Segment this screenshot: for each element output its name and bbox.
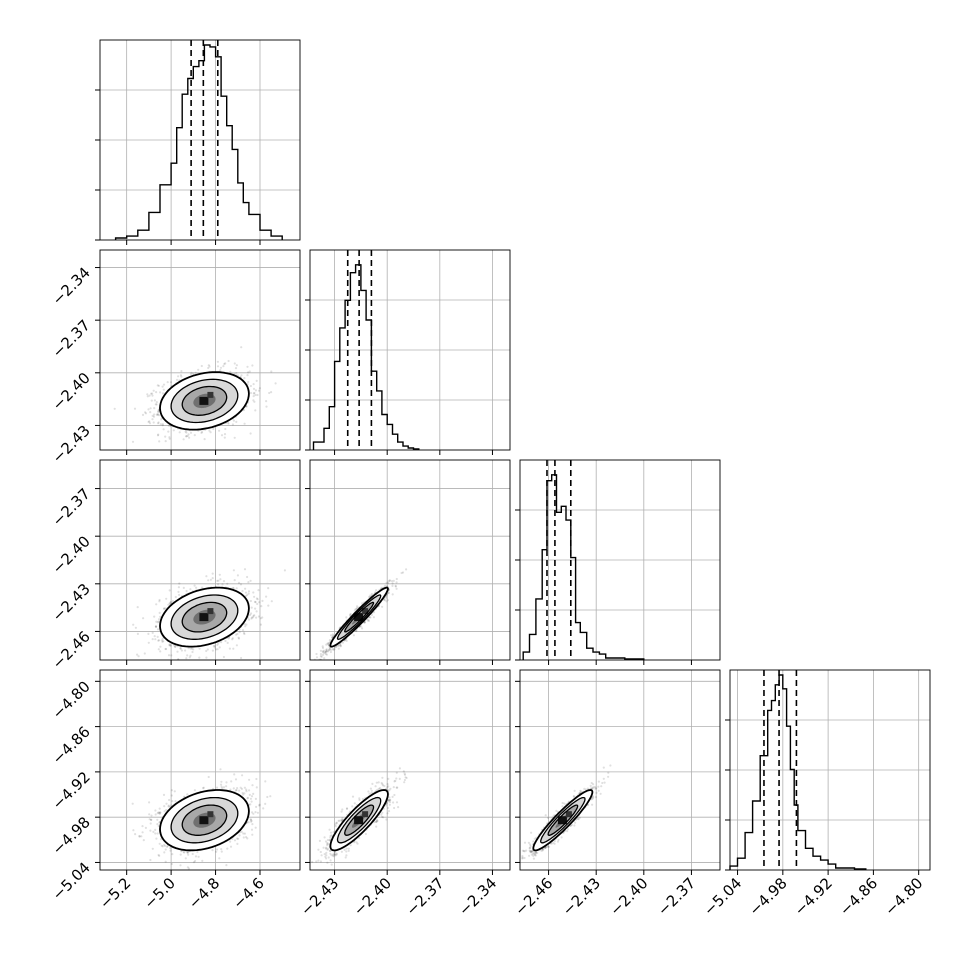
density-layer: [311, 767, 408, 866]
x-tick-label: −2.46: [511, 874, 556, 919]
y-tick-label: −2.46: [49, 628, 94, 673]
density-core: [354, 608, 369, 622]
histogram-panel-4: −5.04 −4.98 −4.92 −4.86 −4.80: [700, 669, 931, 919]
y-tick-label: −2.40: [49, 532, 94, 577]
x-tick-label: −5.2: [96, 874, 134, 912]
core-cell: [199, 613, 209, 622]
panel-frame: [519, 669, 721, 871]
x-tick-label: −4.8: [185, 874, 223, 912]
density-contour: [540, 796, 586, 844]
core-cell: [207, 811, 214, 818]
histogram-step: [522, 474, 645, 660]
density-layer: [132, 568, 286, 660]
core-cell: [557, 816, 567, 825]
x-tick-label: −2.43: [297, 874, 342, 919]
x-tick-label: −4.80: [881, 874, 926, 919]
panel-frame: [309, 669, 511, 871]
density-core: [199, 391, 214, 405]
x-tick-label: −4.92: [791, 874, 836, 919]
x-tick-label: −2.43: [559, 874, 604, 919]
y-tick-label: −4.80: [49, 677, 94, 722]
histogram-step: [729, 674, 867, 870]
density-contour: [532, 789, 594, 852]
scatter-panel-r2-c0: −2.46−2.43−2.40−2.37: [49, 459, 301, 673]
density-layer: [131, 768, 272, 870]
y-tick-label: −4.98: [49, 813, 94, 858]
density-core: [199, 608, 214, 622]
density-contour: [170, 378, 239, 424]
density-core: [354, 811, 369, 825]
density-contour: [329, 586, 389, 648]
histogram-step: [312, 264, 420, 450]
core-cell: [207, 608, 214, 615]
scatter-panel-r1-c0: −2.43 −2.40 −2.37 −2.34: [49, 249, 301, 467]
density-contour: [336, 594, 382, 640]
x-tick-label: −2.40: [350, 874, 395, 919]
panel-frame: [99, 669, 301, 871]
x-tick-label: −5.0: [140, 874, 178, 912]
core-cell: [362, 811, 369, 818]
x-tick-label: −5.04: [700, 874, 745, 919]
scatter-panel-r3-c2: −2.46 −2.43 −2.40 −2.37: [511, 669, 721, 919]
density-contour: [181, 804, 228, 836]
density-contour: [336, 796, 382, 844]
core-cell: [354, 613, 364, 622]
density-contour: [329, 789, 389, 852]
histogram-panel-1: [95, 39, 301, 245]
scatter-panel-r3-c0: −5.2 −5.0 −4.8 −4.6 −5.04−4.98−4.92−4.86−4.8…: [49, 669, 301, 913]
panel-frame: [309, 459, 511, 661]
scatter-panel-r3-c1: −2.43 −2.40 −2.37 −2.34: [297, 669, 511, 919]
y-tick-label: −2.37: [49, 316, 94, 361]
x-tick-label: −2.40: [606, 874, 651, 919]
x-tick-label: −4.6: [229, 874, 267, 912]
y-tick-label: −2.43: [49, 580, 94, 625]
density-contour: [344, 804, 375, 836]
y-tick-label: −2.43: [49, 422, 94, 467]
density-contour: [159, 789, 250, 852]
density-contour: [159, 586, 250, 648]
core-cell: [199, 396, 209, 405]
y-tick-label: −2.37: [49, 485, 94, 530]
core-cell: [354, 816, 364, 825]
core-cell: [199, 816, 209, 825]
density-layer: [313, 568, 408, 660]
density-contour: [170, 796, 239, 844]
core-cell: [362, 608, 369, 615]
panel-frame: [99, 459, 301, 661]
scatter-panel-r2-c1: [305, 459, 511, 665]
density-contour: [181, 601, 228, 633]
histogram-panel-2: [305, 249, 511, 455]
core-cell: [207, 391, 214, 398]
density-contour: [170, 594, 239, 640]
x-tick-label: −4.98: [745, 874, 790, 919]
y-tick-label: −2.40: [49, 369, 94, 414]
density-core: [557, 811, 572, 825]
x-tick-label: −2.37: [654, 874, 699, 919]
x-tick-label: −2.37: [402, 874, 447, 919]
density-contour: [159, 371, 250, 431]
density-contour: [344, 601, 375, 633]
y-tick-label: −4.92: [49, 768, 94, 813]
y-tick-label: −2.34: [49, 264, 94, 309]
core-cell: [565, 811, 572, 818]
x-tick-label: −4.86: [836, 874, 881, 919]
histogram-panel-3: [515, 459, 721, 665]
density-layer: [521, 764, 612, 860]
histogram-step: [114, 44, 283, 240]
panel-frame: [99, 249, 301, 451]
density-core: [199, 811, 214, 825]
density-layer: [113, 346, 277, 443]
x-tick-label: −2.34: [455, 874, 500, 919]
density-contour: [547, 804, 579, 836]
y-tick-label: −4.86: [49, 723, 94, 768]
density-contour: [181, 385, 228, 416]
y-tick-label: −5.04: [49, 859, 94, 904]
